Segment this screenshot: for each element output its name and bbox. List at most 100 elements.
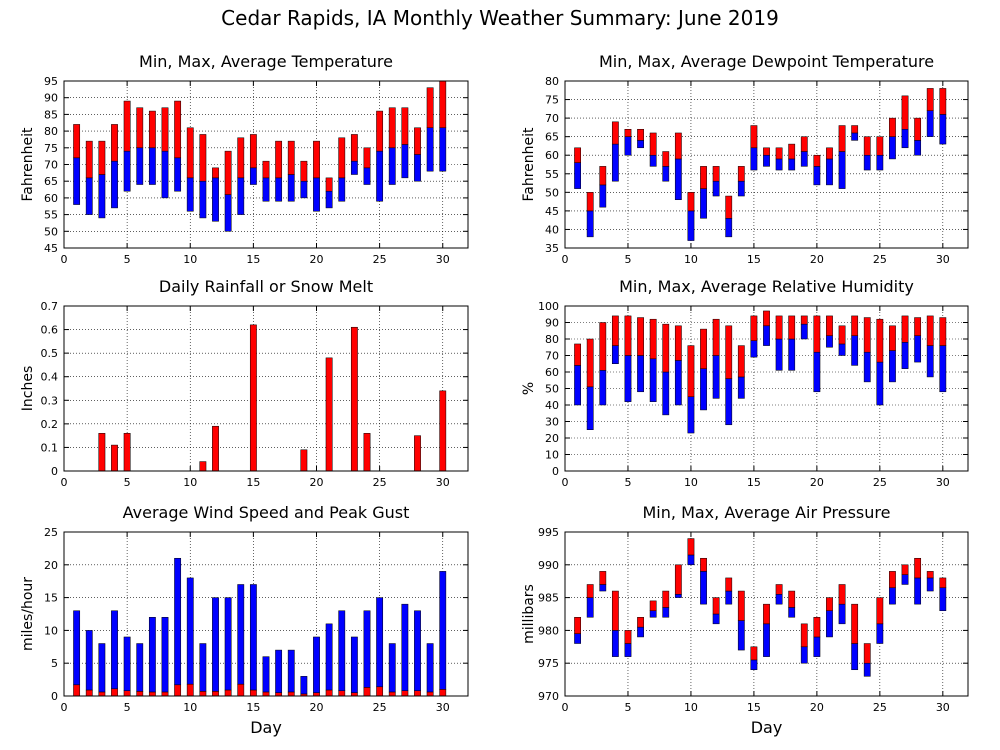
x-tick-label: 0	[61, 253, 68, 266]
bar-avg-wind	[426, 691, 434, 697]
y-axis-label: Fahrenheit	[521, 127, 537, 202]
bar-avg-max	[901, 564, 909, 575]
bar-min-avg	[712, 613, 720, 625]
bar-min-avg	[662, 607, 670, 618]
x-tick-label: 15	[747, 253, 761, 266]
bar-min-avg	[901, 342, 909, 369]
x-tick-label: 25	[873, 701, 887, 714]
y-tick-label: 0.4	[41, 371, 59, 384]
bar-peak-gust	[73, 610, 81, 686]
bar-min-avg	[649, 154, 657, 167]
chart-panel-1: Min, Max, Average Temperature45505560657…	[20, 52, 469, 266]
bar-avg-max	[674, 564, 682, 595]
bar-min-avg	[637, 626, 644, 638]
bar-avg-wind	[363, 687, 371, 697]
bar-avg-max	[363, 147, 371, 169]
y-tick-label: 20	[545, 432, 559, 445]
bar-min-avg	[111, 160, 118, 209]
bar-min-avg	[876, 154, 884, 171]
bar-avg-max	[674, 325, 682, 361]
bar-avg-wind	[186, 683, 194, 697]
y-tick-label: 70	[545, 112, 559, 125]
bar-peak-gust	[237, 584, 245, 685]
bar-avg-max	[851, 315, 859, 336]
bar-min-avg	[624, 643, 632, 657]
y-tick-label: 50	[44, 225, 58, 238]
bar-avg-max	[939, 88, 947, 115]
bar-avg-max	[889, 571, 896, 589]
bar-avg-max	[637, 128, 644, 141]
x-tick-label: 15	[747, 701, 761, 714]
bar-avg-max	[712, 318, 720, 356]
bar-min-avg	[700, 188, 707, 219]
bar-min-avg	[939, 587, 947, 611]
x-tick-label: 5	[124, 701, 131, 714]
bar-avg-max	[750, 315, 758, 341]
bar-avg-max	[186, 127, 194, 179]
bar-min-avg	[826, 610, 833, 638]
bar-min-avg	[712, 355, 720, 399]
bar-min-avg	[788, 158, 796, 171]
bar-avg-max	[750, 125, 758, 149]
bar-avg-wind	[224, 689, 232, 697]
bar-avg-max	[914, 317, 922, 336]
bar-min-avg	[725, 218, 733, 238]
y-tick-label: 25	[44, 526, 58, 539]
bar-avg-wind	[85, 689, 93, 697]
y-tick-label: 0.2	[41, 418, 59, 431]
bar-avg-max	[414, 127, 421, 155]
bar-avg-max	[813, 154, 821, 167]
bar-min-avg	[914, 140, 922, 156]
bar-min-avg	[863, 662, 871, 677]
y-tick-label: 80	[44, 125, 58, 138]
bar-min-avg	[674, 158, 682, 201]
bar-avg-max	[876, 597, 884, 625]
bar-avg-max	[725, 325, 733, 379]
bar-avg-max	[775, 584, 783, 595]
bar-avg-max	[98, 140, 106, 175]
bar-avg-max	[123, 100, 131, 152]
y-tick-label: 995	[538, 526, 559, 539]
y-tick-label: 60	[44, 192, 58, 205]
bar-avg-max	[237, 137, 245, 179]
bar-avg-max	[674, 132, 682, 160]
bar-min-avg	[800, 646, 808, 664]
bar-min-avg	[901, 128, 909, 149]
bar-min-avg	[287, 174, 295, 202]
bar-min-avg	[586, 597, 594, 618]
y-tick-label: 0	[51, 690, 58, 703]
x-tick-label: 25	[873, 476, 887, 489]
x-tick-label: 15	[747, 476, 761, 489]
bar-min-avg	[275, 177, 283, 202]
bar-avg-max	[426, 87, 434, 129]
bar-avg-max	[649, 132, 657, 156]
bar-min-avg	[763, 154, 770, 167]
x-tick-label: 30	[936, 476, 950, 489]
bar-peak-gust	[199, 643, 207, 692]
y-tick-label: 990	[538, 559, 559, 572]
bar-peak-gust	[439, 571, 447, 690]
bar-min-avg	[649, 358, 657, 402]
bar-avg-wind	[98, 691, 106, 697]
bar-avg-wind	[325, 689, 333, 697]
x-tick-label: 5	[124, 476, 131, 489]
bar-min-avg	[889, 136, 896, 160]
bar-min-avg	[737, 620, 745, 651]
bar-min-avg	[725, 590, 733, 605]
x-tick-label: 5	[624, 701, 631, 714]
bar-avg-max	[901, 95, 909, 130]
y-tick-label: 0.5	[41, 347, 59, 360]
x-tick-label: 5	[624, 476, 631, 489]
chart-title: Min, Max, Average Relative Humidity	[619, 277, 914, 296]
x-tick-label: 30	[936, 253, 950, 266]
bar-min-avg	[838, 151, 846, 189]
bar-avg-max	[161, 107, 169, 152]
bar-avg-max	[586, 584, 594, 598]
bar-avg-max	[763, 310, 770, 327]
bar-avg-max	[350, 134, 358, 162]
bar-avg-max	[586, 338, 594, 388]
x-tick-label: 30	[936, 701, 950, 714]
bar-avg-max	[574, 147, 581, 163]
bar-min-avg	[649, 610, 657, 618]
x-tick-label: 0	[61, 476, 68, 489]
